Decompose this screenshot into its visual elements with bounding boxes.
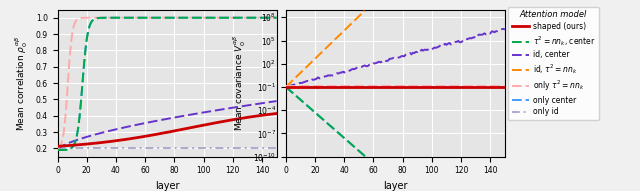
only $\tau^2 = nn_k$ [420,85,428,87]
id, $\tau^2 = nn_k$ [282,86,290,88]
only center [282,86,290,88]
X-axis label: layer: layer [383,181,408,191]
only center [360,154,367,156]
only $\tau^2 = nn_k$ [501,85,509,87]
id, center [420,49,428,51]
$\tau^2 = nn_k$, center [390,171,397,173]
id, center [501,28,509,31]
Line: only center: only center [286,87,505,172]
shaped (ours) [497,86,504,88]
shaped (ours) [282,86,290,88]
shaped (ours) [388,86,396,88]
Line: $\tau^2 = nn_k$, center: $\tau^2 = nn_k$, center [286,87,505,172]
only center [422,171,430,173]
shaped (ours) [420,86,428,88]
Legend: shaped (ours), $\tau^2 = nn_k$, center, id, center, id, $\tau^2 = nn_k$, only $\: shaped (ours), $\tau^2 = nn_k$, center, … [508,7,599,120]
shaped (ours) [501,86,509,88]
$\tau^2 = nn_k$, center [436,171,444,173]
Line: id, center: id, center [286,29,505,87]
Y-axis label: Mean covariance $V_0^{\alpha\beta}$: Mean covariance $V_0^{\alpha\beta}$ [232,35,248,131]
only $\tau^2 = nn_k$ [360,85,367,87]
id, center [435,45,443,48]
$\tau^2 = nn_k$, center [501,171,509,173]
only id [388,86,396,88]
only $\tau^2 = nn_k$ [282,85,290,87]
id, center [497,29,504,31]
only $\tau^2 = nn_k$ [388,85,396,87]
$\tau^2 = nn_k$, center [498,171,506,173]
shaped (ours) [415,86,422,88]
only id [415,86,422,88]
only id [501,86,509,88]
$\tau^2 = nn_k$, center [422,171,430,173]
only id [282,86,290,88]
$\tau^2 = nn_k$, center [282,86,290,88]
$\tau^2 = nn_k$, center [380,171,388,173]
id, center [360,65,367,67]
Line: id, $\tau^2 = nn_k$: id, $\tau^2 = nn_k$ [286,11,365,87]
Y-axis label: Mean correlation $\rho_0^{\alpha\beta}$: Mean correlation $\rho_0^{\alpha\beta}$ [14,36,30,131]
id, center [388,57,396,59]
only $\tau^2 = nn_k$ [415,85,422,87]
only center [498,171,506,173]
shaped (ours) [435,86,443,88]
id, center [415,49,422,52]
only center [501,171,509,173]
only $\tau^2 = nn_k$ [435,85,443,87]
only center [390,171,397,173]
only center [436,171,444,173]
only center [417,171,424,173]
only id [420,86,428,88]
$\tau^2 = nn_k$, center [360,154,367,156]
only $\tau^2 = nn_k$ [497,85,504,87]
shaped (ours) [360,86,367,88]
only id [497,86,504,88]
$\tau^2 = nn_k$, center [417,171,424,173]
id, center [500,28,508,30]
id, center [282,86,290,88]
only id [435,86,443,88]
X-axis label: layer: layer [155,181,179,191]
id, $\tau^2 = nn_k$ [360,11,367,13]
only id [360,86,367,88]
only center [380,171,388,173]
